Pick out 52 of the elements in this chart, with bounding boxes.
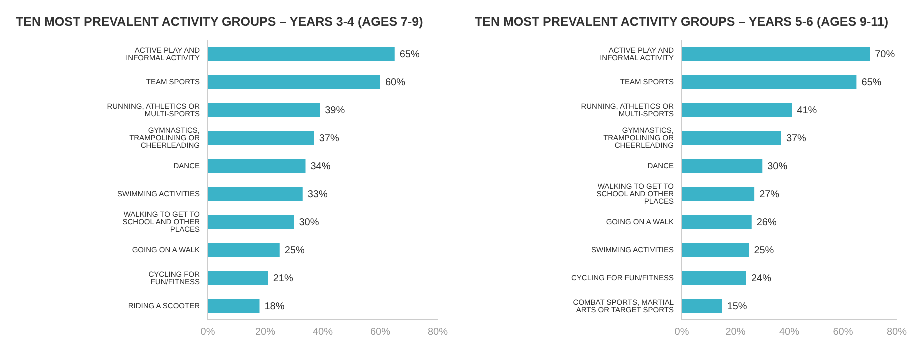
- data-label: 25%: [754, 246, 774, 257]
- data-label: 21%: [273, 274, 294, 285]
- data-label: 65%: [400, 50, 420, 61]
- bar: [682, 47, 870, 61]
- bar: [682, 215, 752, 229]
- bar: [682, 159, 763, 173]
- data-label: 30%: [299, 218, 320, 229]
- data-label: 15%: [727, 302, 748, 313]
- bar: [208, 159, 306, 173]
- data-label: 37%: [319, 134, 340, 145]
- x-tick-label: 80%: [428, 327, 448, 338]
- bar: [682, 131, 782, 145]
- x-tick-label: 0%: [200, 327, 216, 338]
- bar: [208, 103, 320, 117]
- bar: [208, 75, 380, 89]
- x-tick-label: 80%: [886, 327, 908, 338]
- bar: [682, 271, 746, 285]
- data-label: 60%: [386, 78, 406, 89]
- bar: [682, 243, 750, 257]
- x-tick-label: 40%: [312, 327, 334, 338]
- x-tick-label: 20%: [726, 327, 746, 338]
- data-label: 26%: [756, 218, 777, 229]
- bar: [208, 47, 395, 61]
- data-label: 18%: [264, 302, 285, 313]
- data-label: 30%: [768, 162, 788, 173]
- bar: [208, 131, 314, 145]
- data-label: 24%: [752, 274, 772, 285]
- bar: [682, 299, 722, 313]
- x-tick-label: 40%: [779, 327, 800, 338]
- x-tick-label: 0%: [674, 327, 690, 338]
- bar: [682, 75, 857, 89]
- data-label: 39%: [325, 106, 346, 117]
- data-label: 70%: [875, 50, 896, 61]
- data-label: 25%: [284, 246, 305, 257]
- bar: [682, 187, 755, 201]
- bar: [208, 271, 268, 285]
- bar: [208, 215, 294, 229]
- data-label: 37%: [786, 134, 807, 145]
- bar: [682, 103, 792, 117]
- data-label: 41%: [797, 106, 818, 117]
- bar: [208, 187, 303, 201]
- data-label: 34%: [310, 162, 331, 173]
- chart-title: TEN MOST PREVALENT ACTIVITY GROUPS – YEARS 5-6 (AGES 9-11): [474, 14, 890, 31]
- chart-title: TEN MOST PREVALENT ACTIVITY GROUPS – YEARS 3-4 (AGES 7-9): [15, 14, 424, 31]
- bar: [208, 243, 280, 257]
- data-label: 33%: [308, 190, 328, 201]
- x-tick-label: 60%: [833, 327, 854, 338]
- data-label: 65%: [862, 78, 882, 89]
- x-tick-label: 60%: [370, 327, 391, 338]
- bar: [208, 299, 260, 313]
- data-label: 27%: [760, 190, 780, 201]
- x-tick-label: 20%: [255, 327, 276, 338]
